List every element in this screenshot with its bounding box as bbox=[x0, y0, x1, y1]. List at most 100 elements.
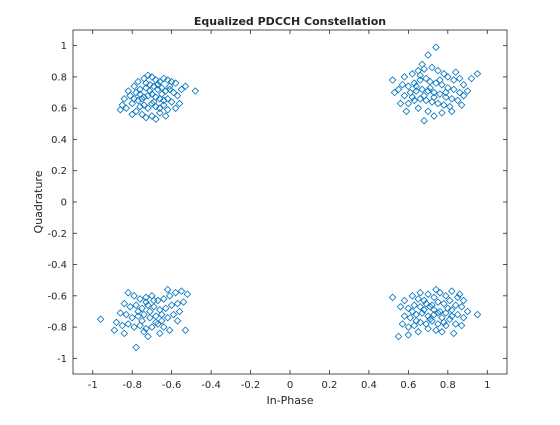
data-point bbox=[434, 309, 442, 317]
data-point bbox=[120, 299, 129, 308]
data-point bbox=[152, 115, 160, 123]
data-point bbox=[408, 307, 417, 316]
data-point bbox=[140, 328, 148, 336]
data-point bbox=[132, 343, 140, 352]
data-point bbox=[134, 312, 142, 320]
data-point bbox=[142, 324, 150, 333]
data-point bbox=[159, 74, 168, 83]
data-point bbox=[134, 96, 142, 105]
data-point bbox=[130, 323, 138, 331]
data-point bbox=[400, 91, 409, 100]
data-point bbox=[449, 76, 458, 84]
data-point bbox=[144, 332, 152, 341]
data-point bbox=[156, 77, 164, 86]
data-point bbox=[159, 295, 168, 303]
data-point bbox=[451, 320, 460, 328]
data-point bbox=[167, 301, 176, 309]
data-point bbox=[424, 324, 432, 333]
data-point bbox=[412, 87, 421, 95]
data-point bbox=[418, 85, 426, 94]
data-point bbox=[424, 51, 432, 59]
data-point bbox=[148, 323, 156, 331]
data-point bbox=[432, 285, 440, 294]
data-point bbox=[400, 296, 409, 305]
data-point bbox=[444, 304, 452, 313]
data-point bbox=[398, 80, 407, 89]
data-point bbox=[396, 99, 405, 108]
data-point bbox=[428, 98, 436, 106]
data-point bbox=[394, 85, 403, 94]
data-point bbox=[430, 88, 438, 97]
data-point bbox=[130, 82, 138, 91]
data-point bbox=[177, 85, 186, 94]
data-point bbox=[165, 326, 174, 334]
data-point bbox=[140, 101, 148, 109]
data-point bbox=[436, 90, 444, 98]
data-point bbox=[447, 107, 456, 116]
data-point bbox=[459, 296, 468, 305]
data-point bbox=[442, 321, 450, 330]
y-tick-label: 0.2 bbox=[51, 166, 67, 177]
data-point bbox=[388, 76, 397, 84]
data-point bbox=[422, 299, 430, 308]
data-point bbox=[388, 293, 397, 302]
data-point bbox=[161, 304, 170, 313]
data-point bbox=[175, 307, 184, 316]
data-point bbox=[414, 295, 422, 303]
data-point bbox=[142, 298, 150, 306]
data-point bbox=[154, 80, 162, 89]
data-point bbox=[416, 95, 424, 103]
data-point bbox=[463, 307, 472, 316]
data-point bbox=[420, 306, 428, 314]
chart-title: Equalized PDCCH Constellation bbox=[194, 15, 386, 28]
data-point bbox=[455, 290, 464, 299]
data-point bbox=[459, 313, 468, 322]
data-point bbox=[436, 76, 444, 84]
data-points bbox=[96, 43, 482, 352]
data-point bbox=[148, 112, 156, 120]
data-point bbox=[457, 101, 466, 109]
data-point bbox=[457, 321, 466, 330]
data-point bbox=[152, 102, 160, 111]
data-point bbox=[140, 310, 148, 319]
data-point bbox=[416, 71, 424, 80]
data-point bbox=[126, 91, 134, 100]
y-tick-label: 0.6 bbox=[51, 104, 67, 115]
data-point bbox=[163, 95, 172, 103]
data-point bbox=[422, 74, 430, 83]
data-point bbox=[416, 288, 424, 297]
data-point bbox=[410, 301, 419, 309]
data-point bbox=[169, 310, 178, 319]
data-point bbox=[418, 60, 426, 69]
data-point bbox=[148, 90, 156, 98]
data-point bbox=[159, 96, 168, 105]
data-point bbox=[165, 292, 174, 300]
data-point bbox=[130, 95, 138, 103]
x-tick-label: 0 bbox=[287, 380, 293, 391]
data-point bbox=[158, 317, 166, 325]
data-point bbox=[453, 293, 462, 302]
data-point bbox=[134, 307, 142, 316]
data-point bbox=[171, 288, 180, 297]
data-point bbox=[142, 79, 150, 87]
data-point bbox=[396, 302, 405, 311]
data-point bbox=[179, 298, 188, 306]
y-axis-label: Quadrature bbox=[32, 170, 45, 233]
data-point bbox=[191, 87, 200, 95]
data-point bbox=[120, 329, 129, 338]
x-tick-label: 0.4 bbox=[361, 380, 377, 391]
data-point bbox=[455, 74, 464, 83]
data-point bbox=[112, 318, 121, 327]
data-point bbox=[406, 313, 415, 322]
data-point bbox=[142, 113, 150, 122]
data-point bbox=[426, 315, 434, 324]
data-point bbox=[181, 326, 190, 334]
data-point bbox=[171, 79, 180, 87]
data-point bbox=[430, 93, 438, 102]
data-point bbox=[418, 309, 426, 317]
data-point bbox=[440, 318, 448, 327]
x-tick-label: -0.4 bbox=[201, 380, 221, 391]
x-tick-label: -0.2 bbox=[241, 380, 261, 391]
data-point bbox=[420, 296, 428, 305]
data-point bbox=[132, 301, 140, 309]
